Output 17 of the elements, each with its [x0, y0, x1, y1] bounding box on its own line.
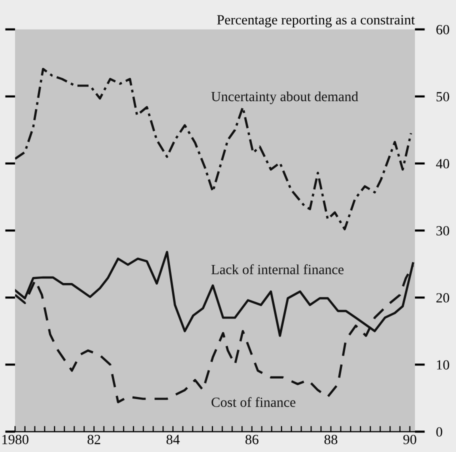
x-tick-label: 1980 [2, 434, 28, 444]
x-tick-label: 90 [403, 434, 416, 444]
y-tick-label: 30 [436, 226, 450, 236]
x-tick-label: 82 [88, 434, 100, 444]
series-label: Cost of finance [212, 397, 296, 407]
y-tick-label: 10 [437, 360, 450, 370]
y-tick-label: 40 [436, 159, 450, 168]
y-tick-label: 60 [436, 24, 450, 34]
y-tick-label: 50 [436, 92, 450, 102]
series-label: Lack of internal finance [211, 264, 344, 274]
x-tick-label: 84 [166, 434, 180, 444]
x-tick-label: 88 [324, 434, 338, 444]
x-tick-label: 86 [246, 434, 258, 444]
y-axis-title: Percentage reporting as a constraint [217, 15, 415, 28]
text: Uncertainty about demand [211, 91, 358, 104]
y-tick-label: 0 [436, 427, 442, 437]
y-tick-label: 20 [436, 293, 450, 303]
